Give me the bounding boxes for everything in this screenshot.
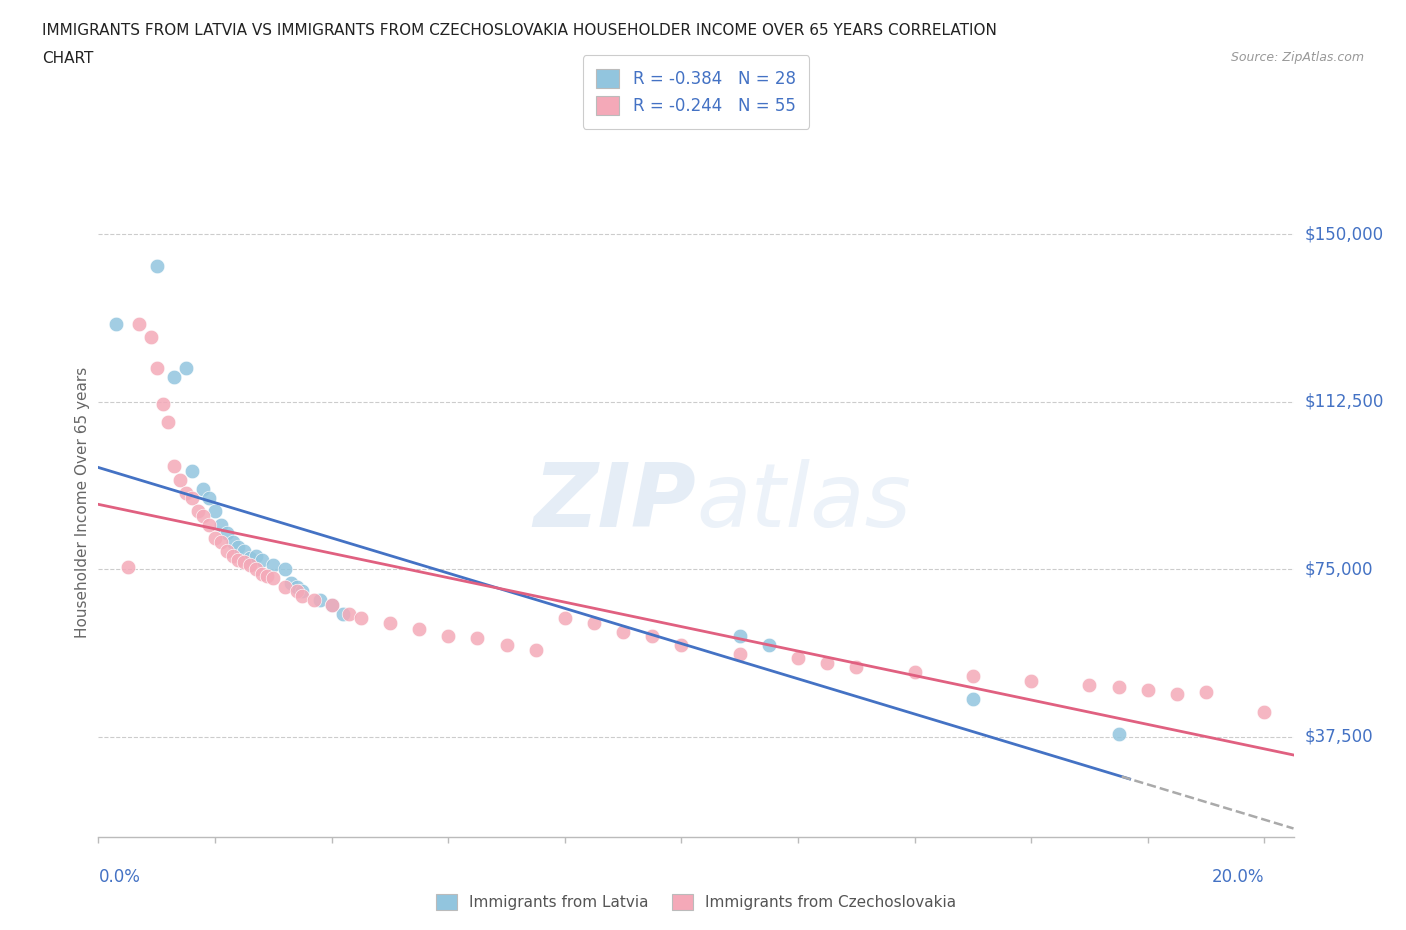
Point [280, 575, 302, 590]
Text: 0.0%: 0.0% [98, 868, 141, 885]
Point [198, 490, 221, 505]
Point [321, 597, 343, 612]
Point [467, 631, 489, 645]
Point [163, 370, 186, 385]
Point [215, 544, 238, 559]
Point [815, 656, 838, 671]
Point [437, 629, 460, 644]
Point [962, 691, 984, 706]
Point [233, 555, 256, 570]
Point [350, 611, 373, 626]
Point [174, 361, 197, 376]
Point [1019, 673, 1042, 688]
Point [204, 504, 226, 519]
Point [903, 664, 925, 679]
Point [193, 482, 215, 497]
Point [262, 557, 284, 572]
Point [245, 549, 267, 564]
Point [174, 485, 197, 500]
Point [1166, 686, 1188, 701]
Point [524, 642, 547, 657]
Point [378, 616, 401, 631]
Text: Source: ZipAtlas.com: Source: ZipAtlas.com [1230, 51, 1364, 64]
Point [256, 568, 278, 583]
Point [554, 611, 576, 626]
Point [204, 530, 226, 545]
Point [221, 549, 243, 564]
Point [1108, 727, 1130, 742]
Legend: Immigrants from Latvia, Immigrants from Czechoslovakia: Immigrants from Latvia, Immigrants from … [429, 888, 963, 916]
Point [332, 606, 354, 621]
Point [291, 589, 314, 604]
Text: atlas: atlas [696, 459, 911, 545]
Point [221, 535, 243, 550]
Point [139, 329, 162, 344]
Point [145, 259, 167, 273]
Point [787, 651, 810, 666]
Point [152, 396, 174, 411]
Text: $112,500: $112,500 [1305, 392, 1384, 411]
Point [239, 557, 262, 572]
Point [582, 616, 605, 631]
Point [163, 459, 186, 474]
Point [1136, 683, 1159, 698]
Y-axis label: Householder Income Over 65 years: Householder Income Over 65 years [75, 366, 90, 638]
Point [274, 579, 297, 594]
Point [291, 584, 314, 599]
Text: $150,000: $150,000 [1305, 225, 1384, 244]
Text: CHART: CHART [42, 51, 94, 66]
Point [209, 535, 232, 550]
Point [671, 638, 693, 653]
Point [209, 517, 232, 532]
Point [157, 415, 180, 430]
Point [117, 560, 139, 575]
Point [758, 638, 780, 653]
Point [128, 316, 150, 331]
Point [612, 624, 634, 639]
Point [962, 669, 984, 684]
Point [215, 526, 238, 541]
Point [233, 544, 256, 559]
Text: $37,500: $37,500 [1305, 727, 1374, 746]
Point [250, 552, 273, 567]
Point [1078, 678, 1101, 693]
Text: 20.0%: 20.0% [1212, 868, 1264, 885]
Point [228, 539, 250, 554]
Text: ZIP: ZIP [533, 458, 696, 546]
Point [641, 629, 664, 644]
Point [285, 579, 308, 594]
Point [193, 508, 215, 523]
Point [262, 571, 284, 586]
Point [186, 504, 208, 519]
Point [495, 638, 517, 653]
Point [180, 490, 202, 505]
Point [408, 622, 430, 637]
Point [145, 361, 167, 376]
Point [728, 629, 751, 644]
Point [321, 597, 343, 612]
Point [250, 566, 273, 581]
Point [104, 316, 127, 331]
Text: IMMIGRANTS FROM LATVIA VS IMMIGRANTS FROM CZECHOSLOVAKIA HOUSEHOLDER INCOME OVER: IMMIGRANTS FROM LATVIA VS IMMIGRANTS FRO… [42, 23, 997, 38]
Point [239, 551, 262, 565]
Point [337, 606, 360, 621]
Point [728, 646, 751, 661]
Point [1253, 705, 1275, 720]
Point [228, 552, 250, 567]
Point [169, 472, 191, 487]
Point [198, 517, 221, 532]
Text: $75,000: $75,000 [1305, 560, 1374, 578]
Point [302, 593, 325, 608]
Point [309, 593, 332, 608]
Point [274, 562, 297, 577]
Point [285, 584, 308, 599]
Point [1108, 680, 1130, 695]
Point [245, 562, 267, 577]
Point [845, 660, 868, 675]
Point [180, 463, 202, 478]
Point [1195, 684, 1218, 699]
